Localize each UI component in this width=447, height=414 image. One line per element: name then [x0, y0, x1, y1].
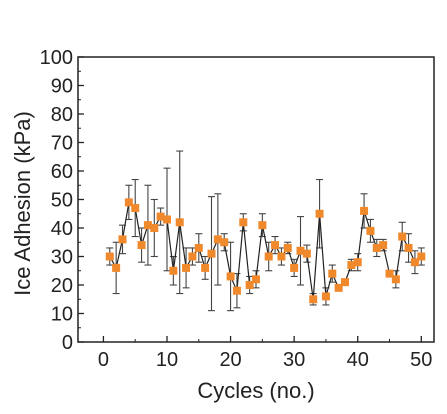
data-point — [137, 241, 146, 250]
data-point — [321, 292, 330, 301]
data-point — [239, 218, 248, 227]
y-tick-label: 10 — [51, 304, 73, 326]
data-point — [290, 263, 299, 272]
data-point — [245, 281, 254, 289]
data-point — [391, 275, 400, 284]
data-point — [353, 258, 362, 267]
x-tick-label: 30 — [283, 349, 305, 371]
data-point — [264, 252, 273, 261]
data-point — [309, 295, 318, 304]
data-point — [315, 209, 324, 218]
data-point — [175, 218, 184, 227]
data-point — [188, 252, 197, 261]
data-point — [150, 224, 159, 232]
y-tick-label: 30 — [51, 247, 73, 269]
plot-layer — [105, 150, 426, 312]
data-point — [404, 243, 413, 252]
data-point — [232, 286, 241, 295]
data-point — [302, 249, 311, 258]
data-point — [131, 204, 140, 213]
x-tick-label: 50 — [410, 349, 432, 371]
data-point — [379, 241, 388, 250]
y-tick-label: 80 — [51, 104, 73, 126]
y-tick-label: 40 — [51, 218, 73, 240]
data-point — [226, 272, 235, 281]
x-tick-label: 40 — [347, 349, 369, 371]
data-point — [201, 263, 210, 272]
ticks-layer: 0 10 20 30 40 50 0 10 20 30 40 50 60 70 80 90 100 — [40, 47, 433, 371]
data-point — [213, 235, 222, 244]
x-tick-label: 10 — [156, 349, 178, 371]
data-point — [410, 258, 419, 267]
data-point — [398, 232, 407, 241]
data-point — [118, 235, 127, 244]
data-point — [112, 263, 121, 272]
data-point — [207, 249, 216, 258]
data-point — [143, 221, 152, 230]
data-point — [277, 252, 286, 261]
data-point — [169, 266, 178, 275]
y-tick-label: 50 — [51, 190, 73, 212]
y-tick-label: 90 — [51, 76, 73, 98]
y-tick-label: 60 — [51, 161, 73, 183]
data-point — [334, 283, 343, 292]
y-tick-label: 20 — [51, 275, 73, 297]
data-point — [124, 198, 133, 207]
x-axis-title: Cycles (no.) — [197, 378, 314, 403]
x-tick-label: 0 — [98, 349, 109, 371]
data-point — [366, 226, 375, 235]
data-point — [163, 215, 171, 224]
data-point — [194, 243, 203, 252]
data-point — [105, 252, 114, 261]
data-point — [296, 246, 305, 255]
data-point — [372, 243, 381, 252]
data-point — [271, 241, 280, 250]
y-tick-label: 70 — [51, 133, 73, 155]
data-point — [347, 261, 356, 270]
x-tick-label: 20 — [219, 349, 241, 371]
data-point — [258, 221, 267, 230]
data-point — [360, 206, 369, 215]
data-point — [156, 212, 165, 221]
data-point — [283, 243, 292, 252]
data-point — [220, 238, 229, 247]
data-point — [385, 269, 394, 278]
data-point — [182, 263, 191, 272]
data-point — [252, 275, 260, 284]
y-tick-label: 0 — [62, 332, 73, 354]
data-point — [417, 252, 426, 261]
data-point — [328, 269, 337, 278]
y-axis-title: Ice Adhesion (kPa) — [10, 111, 35, 296]
y-tick-label: 100 — [40, 47, 73, 69]
data-point — [341, 278, 349, 287]
